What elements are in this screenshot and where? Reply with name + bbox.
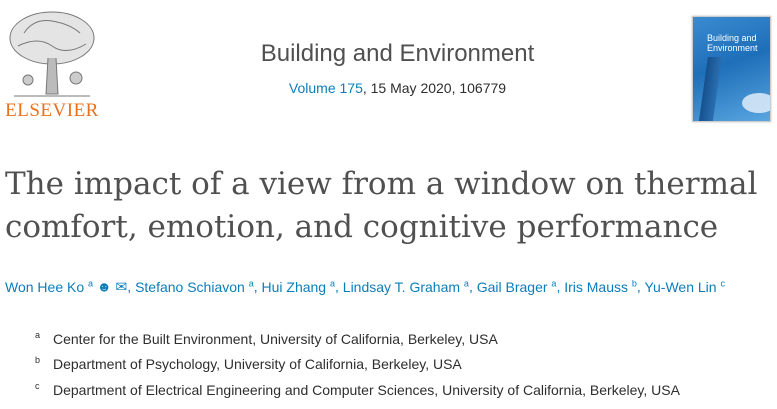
cover-cloud: [742, 93, 770, 113]
affiliation-sup: a: [248, 278, 254, 288]
journal-cover-image[interactable]: Building and Environment: [692, 16, 771, 122]
date-article-number: , 15 May 2020, 106779: [362, 80, 507, 96]
affiliation-sup: a: [329, 278, 335, 288]
affiliation-label: b: [35, 355, 41, 365]
cover-building: [698, 57, 722, 121]
author-name: Gail Brager: [476, 278, 548, 295]
cover-title: Building and Environment: [707, 33, 758, 53]
volume-info: Volume 175, 15 May 2020, 106779: [180, 80, 615, 96]
affiliation-sup: a: [88, 278, 94, 288]
affiliation-sup: b: [631, 278, 637, 288]
author-link[interactable]: Lindsay T. Graham a: [342, 278, 469, 295]
affiliation-c: c Department of Electrical Engineering an…: [35, 381, 680, 398]
affiliation-label: c: [35, 381, 40, 391]
author-link[interactable]: Yu-Wen Lin c: [644, 278, 725, 295]
email-icon[interactable]: ✉: [115, 278, 128, 295]
author-name: Yu-Wen Lin: [644, 278, 717, 295]
affiliation-sup: a: [551, 278, 557, 288]
author-link[interactable]: Iris Mauss b: [564, 278, 637, 295]
author-link[interactable]: Gail Brager a: [476, 278, 557, 295]
author-list: Won Hee Ko a ☻ ✉, Stefano Schiavon a, Hu…: [5, 278, 725, 295]
author-name: Lindsay T. Graham: [342, 278, 461, 295]
author-name: Stefano Schiavon: [135, 278, 245, 295]
person-icon[interactable]: ☻: [96, 278, 112, 295]
affiliation-label: a: [35, 330, 41, 340]
author-link[interactable]: Hui Zhang a: [261, 278, 336, 295]
affiliation-text: Department of Electrical Engineering and…: [53, 382, 680, 398]
affiliation-text: Department of Psychology, University of …: [53, 356, 462, 372]
affiliation-a: a Center for the Built Environment, Unive…: [35, 330, 498, 347]
author-link[interactable]: Won Hee Ko a: [5, 278, 94, 295]
journal-title[interactable]: Building and Environment: [260, 40, 535, 67]
author-link[interactable]: Stefano Schiavon a: [135, 278, 254, 295]
elsevier-logo[interactable]: ELSEVIER: [4, 8, 100, 123]
affiliation-sup: c: [720, 278, 725, 288]
affiliation-b: b Department of Psychology, University of…: [35, 355, 462, 372]
author-name: Iris Mauss: [564, 278, 629, 295]
affiliation-sup: a: [463, 278, 469, 288]
affiliation-text: Center for the Built Environment, Univer…: [53, 331, 498, 347]
article-title: The impact of a view from a window on th…: [5, 166, 758, 245]
author-name: Hui Zhang: [261, 278, 327, 295]
volume-link[interactable]: Volume 175: [288, 80, 363, 96]
elsevier-wordmark: ELSEVIER: [5, 100, 99, 121]
tree-icon: [9, 11, 95, 97]
author-name: Won Hee Ko: [5, 278, 85, 295]
